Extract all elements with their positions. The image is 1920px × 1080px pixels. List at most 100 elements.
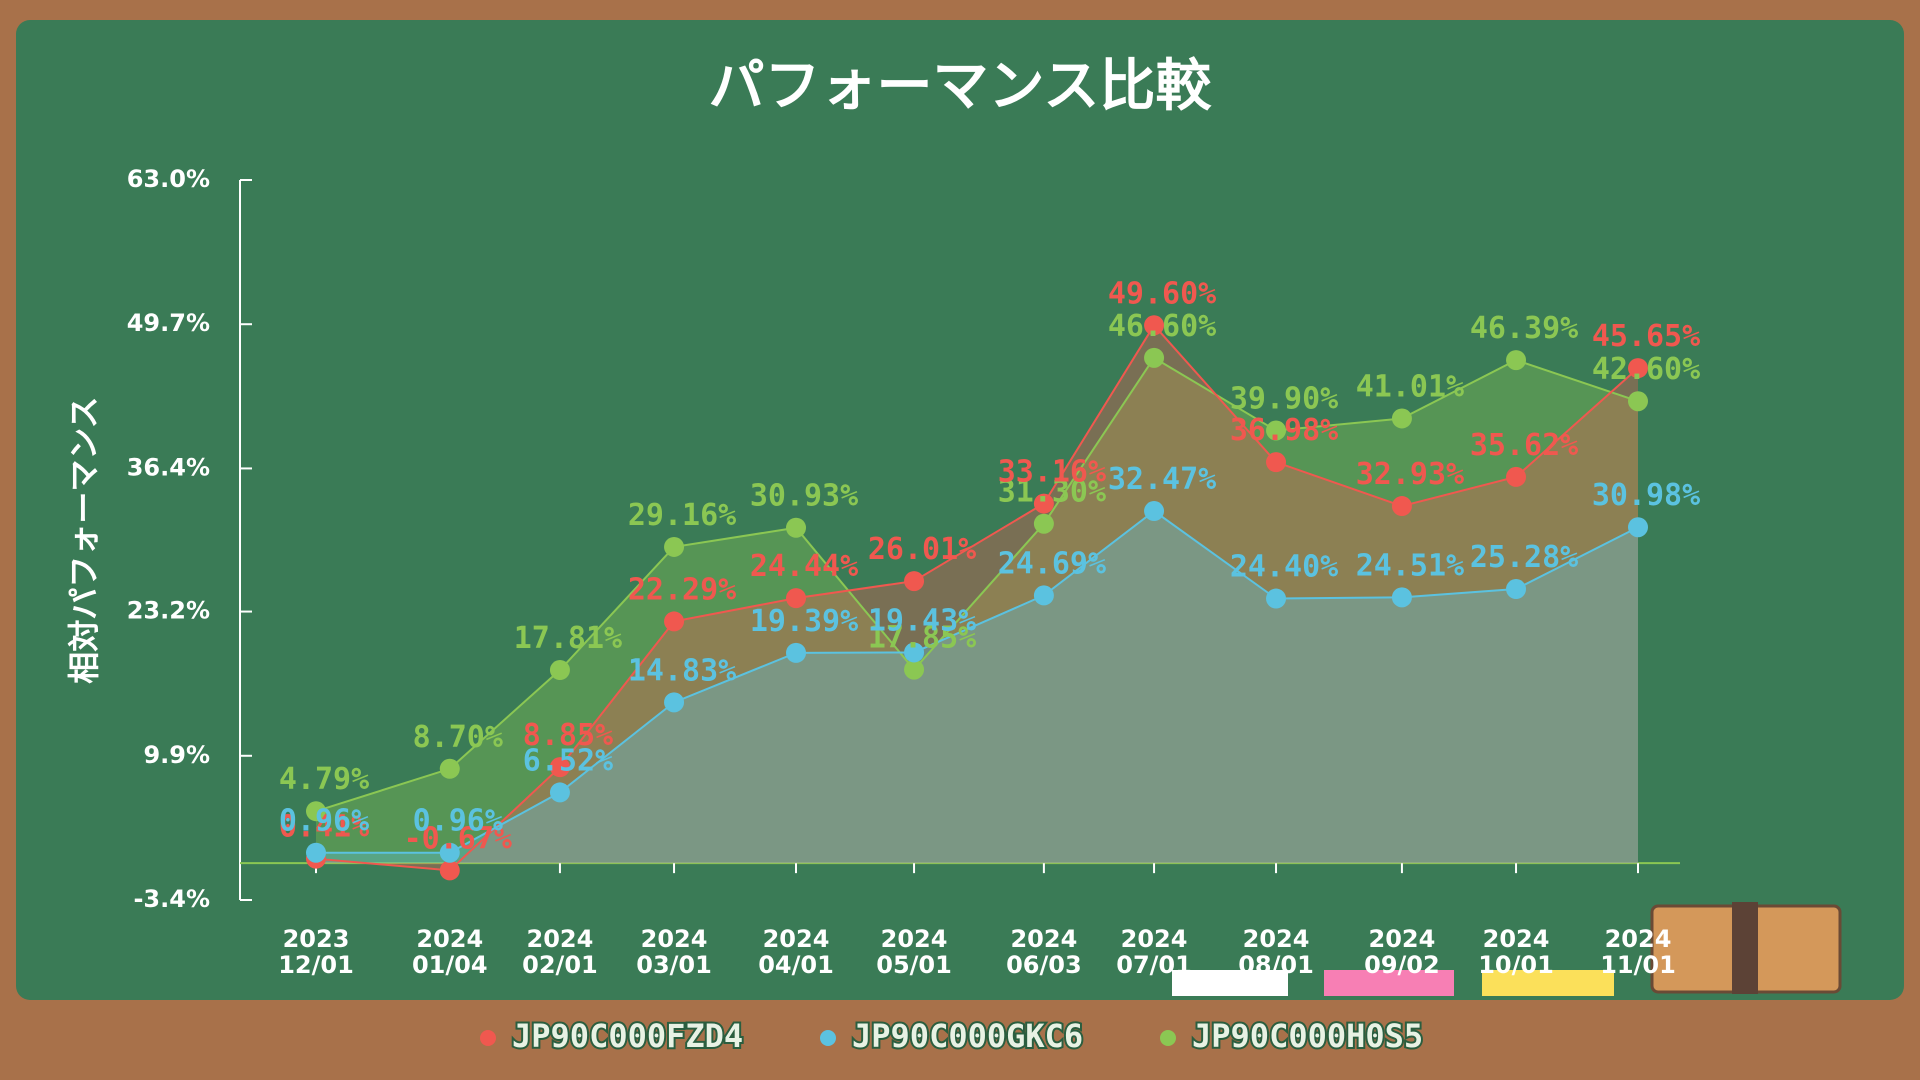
legend-marker bbox=[480, 1030, 496, 1046]
data-label: 32.47% bbox=[1108, 462, 1216, 497]
data-label: 35.62% bbox=[1470, 428, 1578, 463]
data-point bbox=[1391, 496, 1412, 517]
data-label: 45.65% bbox=[1592, 319, 1700, 354]
legend-label: JP90C000H0S5 bbox=[1192, 1017, 1423, 1055]
data-point bbox=[1266, 420, 1287, 441]
data-label: 19.43% bbox=[868, 603, 976, 638]
data-point bbox=[549, 660, 570, 681]
x-tick-label: 2024 06/03 bbox=[1006, 925, 1082, 979]
data-point bbox=[1266, 452, 1287, 473]
data-label: 30.93% bbox=[750, 479, 858, 514]
chalk-pink bbox=[1324, 970, 1454, 996]
data-point bbox=[549, 757, 570, 778]
data-label: 29.16% bbox=[628, 498, 736, 533]
chalk-yellow bbox=[1482, 970, 1614, 996]
data-point bbox=[664, 536, 685, 557]
y-tick-label: -3.4% bbox=[133, 885, 210, 913]
legend-label: JP90C000GKC6 bbox=[852, 1017, 1083, 1055]
data-point bbox=[1628, 517, 1648, 538]
data-label: 49.60% bbox=[1108, 276, 1216, 311]
data-point bbox=[1506, 350, 1527, 371]
data-label: 8.70% bbox=[413, 720, 503, 755]
legend-marker bbox=[820, 1030, 836, 1046]
data-point bbox=[904, 571, 925, 592]
data-label: 46.60% bbox=[1108, 309, 1216, 344]
x-tick-label: 2024 04/01 bbox=[758, 925, 834, 979]
data-label: 32.93% bbox=[1356, 457, 1464, 492]
data-label: 46.39% bbox=[1470, 311, 1578, 346]
data-point bbox=[1033, 585, 1054, 606]
data-point bbox=[1144, 501, 1165, 522]
series-line bbox=[315, 356, 1639, 813]
x-tick-label: 2024 10/01 bbox=[1478, 925, 1554, 979]
data-label: 30.98% bbox=[1592, 478, 1700, 513]
data-label: 25.28% bbox=[1470, 540, 1578, 575]
x-tick-label: 2024 09/02 bbox=[1364, 925, 1440, 979]
data-point bbox=[439, 758, 460, 779]
y-tick-label: 63.0% bbox=[127, 165, 210, 193]
data-label: 42.60% bbox=[1592, 352, 1700, 387]
data-label: 14.83% bbox=[628, 653, 736, 688]
data-label: 0.41% bbox=[279, 810, 369, 845]
data-point bbox=[786, 517, 807, 538]
data-point bbox=[1506, 466, 1527, 487]
series-area bbox=[316, 357, 1638, 864]
data-label: 33.16% bbox=[998, 455, 1106, 490]
data-label: 39.90% bbox=[1230, 381, 1338, 416]
data-label: 8.85% bbox=[523, 718, 613, 753]
series-line bbox=[316, 509, 1639, 854]
data-point bbox=[1033, 513, 1054, 534]
data-point bbox=[1628, 358, 1648, 379]
x-tick-label: 2024 11/01 bbox=[1600, 925, 1676, 979]
data-label: 6.52% bbox=[523, 743, 613, 778]
data-point bbox=[439, 842, 460, 863]
legend-marker bbox=[1160, 1030, 1176, 1046]
x-tick-label: 2024 01/04 bbox=[412, 925, 488, 979]
data-point bbox=[1033, 493, 1054, 514]
data-label: 24.51% bbox=[1356, 548, 1464, 583]
data-point bbox=[786, 642, 807, 663]
data-point bbox=[664, 611, 685, 632]
data-point bbox=[1391, 587, 1412, 608]
x-tick-label: 2024 08/01 bbox=[1238, 925, 1314, 979]
data-label: 31.30% bbox=[998, 475, 1106, 510]
data-label: 4.79% bbox=[279, 762, 369, 797]
data-label: -0.67% bbox=[404, 821, 512, 856]
data-point bbox=[904, 659, 925, 680]
x-tick-label: 2024 03/01 bbox=[636, 925, 712, 979]
data-point bbox=[1628, 391, 1648, 412]
data-label: 36.98% bbox=[1230, 413, 1338, 448]
x-tick-label: 2023 12/01 bbox=[278, 925, 354, 979]
data-label: 17.81% bbox=[514, 621, 622, 656]
x-tick-label: 2024 05/01 bbox=[876, 925, 952, 979]
x-tick-label: 2024 02/01 bbox=[522, 925, 598, 979]
y-tick-label: 49.7% bbox=[127, 309, 210, 337]
data-label: 0.96% bbox=[413, 804, 503, 839]
data-point bbox=[1144, 315, 1165, 336]
data-label: 24.44% bbox=[750, 549, 858, 584]
legend-label: JP90C000FZD4 bbox=[512, 1017, 743, 1055]
data-point bbox=[1266, 588, 1287, 609]
data-point bbox=[439, 860, 460, 881]
data-label: 24.69% bbox=[998, 546, 1106, 581]
data-label: 24.40% bbox=[1230, 550, 1338, 585]
data-label: 41.01% bbox=[1356, 369, 1464, 404]
data-point bbox=[1144, 347, 1165, 368]
chart-title: パフォーマンス比較 bbox=[709, 54, 1213, 119]
data-point bbox=[1506, 579, 1527, 600]
y-tick-label: 23.2% bbox=[127, 597, 210, 625]
data-label: 19.39% bbox=[750, 604, 858, 639]
chalk-white bbox=[1172, 970, 1288, 996]
data-point bbox=[549, 782, 570, 803]
data-label: 26.01% bbox=[868, 532, 976, 567]
data-point bbox=[306, 842, 326, 863]
data-point bbox=[786, 588, 807, 609]
data-label: 17.85% bbox=[868, 621, 976, 656]
data-point bbox=[904, 642, 925, 663]
y-tick-label: 36.4% bbox=[127, 453, 210, 481]
data-point bbox=[306, 801, 326, 822]
chalkboard bbox=[16, 20, 1904, 1000]
y-axis-label: 相対パフォーマンス bbox=[65, 396, 103, 683]
